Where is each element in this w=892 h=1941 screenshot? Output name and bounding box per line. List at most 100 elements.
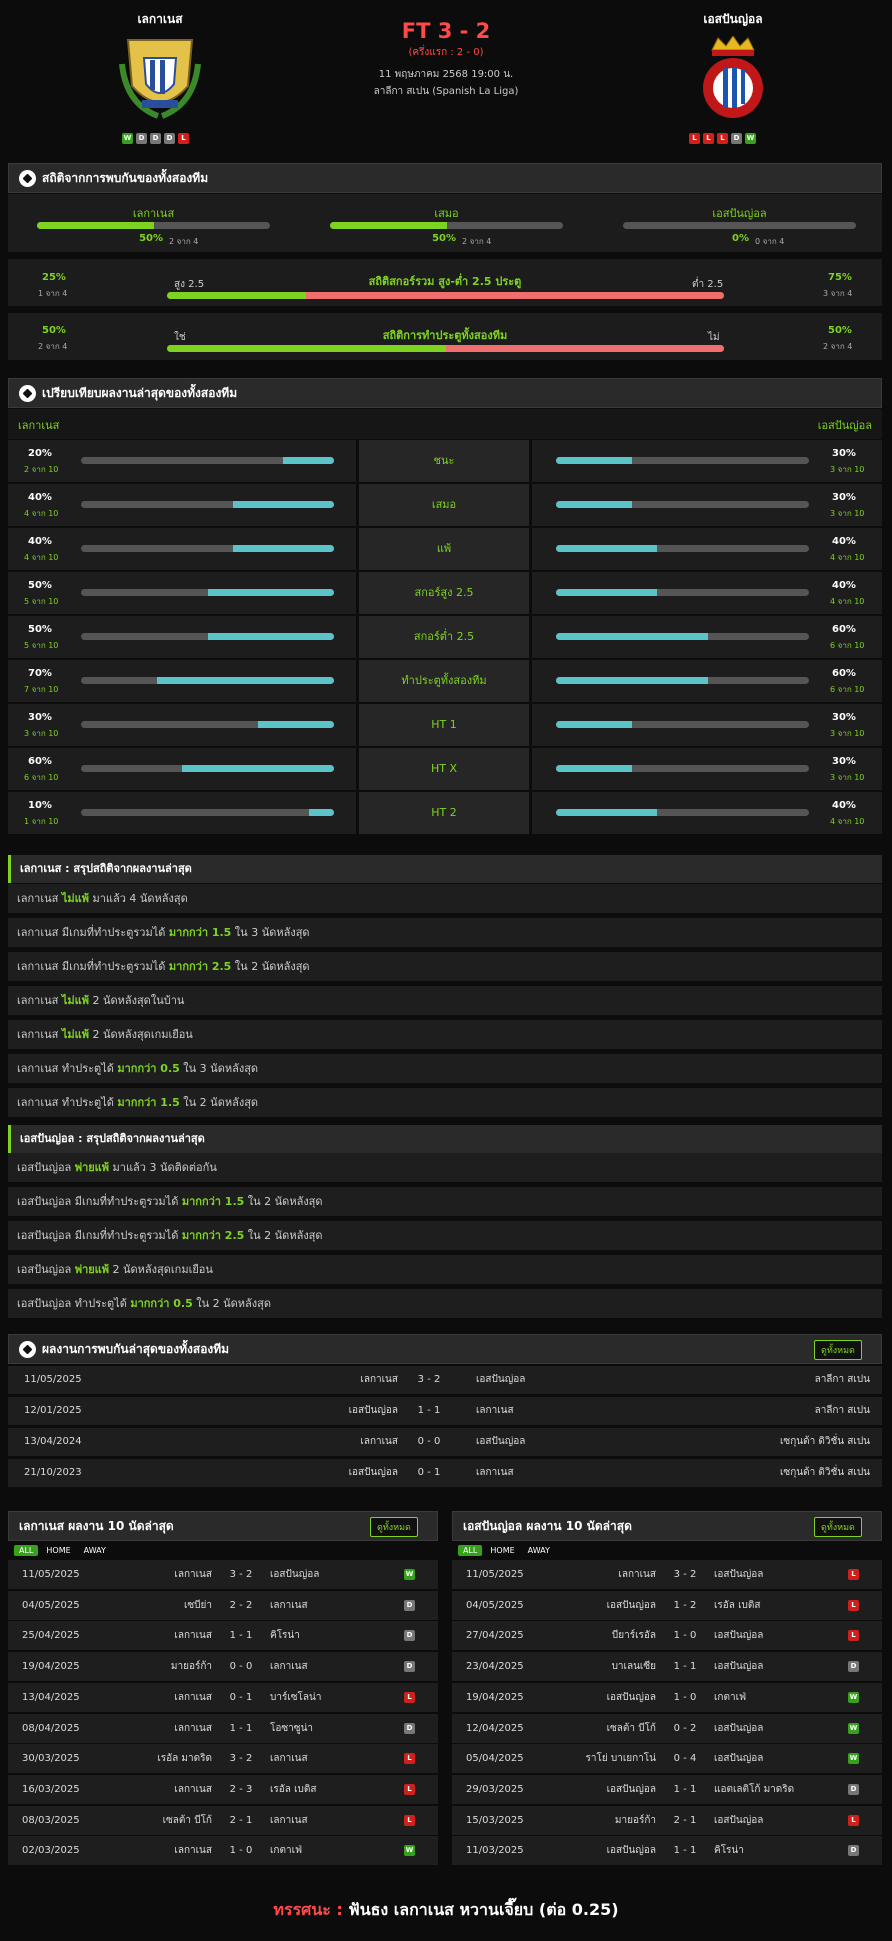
league-name: เซกุนด้า ดิวิชั่น สเปน bbox=[780, 1467, 870, 1478]
summary-text: 2 นัดหลังสุดเกมเยือน bbox=[109, 1263, 213, 1276]
match-date: 25/04/2025 bbox=[22, 1630, 80, 1642]
summary-row: เอสปันญ่อล ทำประตูได้ มากกว่า 0.5 ใน 2 น… bbox=[8, 1289, 882, 1319]
recent-match-row[interactable]: 30/03/2025 เรอัล มาดริด 3 - 2 เลกาเนส L bbox=[8, 1744, 438, 1774]
match-score: 0 - 1 bbox=[229, 1691, 253, 1703]
compare-home-bar bbox=[81, 721, 334, 728]
match-score: FT 3 - 2 bbox=[401, 19, 491, 43]
compare-away-bar bbox=[556, 633, 809, 640]
result-badge: W bbox=[404, 1845, 415, 1857]
compare-home-cell: 70% 7 จาก 10 bbox=[8, 660, 356, 702]
away-team-logo[interactable] bbox=[694, 35, 772, 120]
h2h-view-all-button[interactable]: ดูทั้งหมด bbox=[814, 1340, 862, 1360]
football-icon bbox=[19, 384, 36, 402]
recent-match-row[interactable]: 13/04/2025 เลกาเนส 0 - 1 บาร์เซโลน่า L bbox=[8, 1682, 438, 1712]
compare-away-pct: 40% bbox=[832, 536, 856, 547]
ou-right-label: ต่ำ 2.5 bbox=[692, 279, 724, 290]
recent-match-row[interactable]: 05/04/2025 ราโย่ บาเยกาโน่ 0 - 4 เอสปันญ่อล… bbox=[452, 1744, 882, 1774]
summary-highlight: มากกว่า 1.5 bbox=[168, 926, 232, 939]
recent-match-row[interactable]: 23/04/2025 บาเลนเซีย 1 - 1 เอสปันญ่อล D bbox=[452, 1652, 882, 1682]
summary-row: เลกาเนส ทำประตูได้ มากกว่า 1.5 ใน 2 นัดห… bbox=[8, 1088, 882, 1118]
home-recent-view-all-button[interactable]: ดูทั้งหมด bbox=[370, 1517, 418, 1537]
compare-home-count: 2 จาก 10 bbox=[24, 465, 59, 474]
summary-text: มาแล้ว 3 นัดติดต่อกัน bbox=[109, 1161, 217, 1174]
compare-away-name[interactable]: เอสปันญ่อล bbox=[817, 419, 872, 432]
recent-match-row[interactable]: 11/03/2025 เอสปันญ่อล 1 - 1 คิโรน่า D bbox=[452, 1836, 882, 1866]
recent-match-row[interactable]: 16/03/2025 เลกาเนส 2 - 3 เรอัล เบติส L bbox=[8, 1774, 438, 1804]
compare-home-cell: 50% 5 จาก 10 bbox=[8, 616, 356, 658]
compare-home-bar bbox=[81, 589, 334, 596]
recent-match-row[interactable]: 02/03/2025 เลกาเนส 1 - 0 เกตาเฟ่ W bbox=[8, 1836, 438, 1866]
recent-match-row[interactable]: 15/03/2025 มายอร์ก้า 2 - 1 เอสปันญ่อล L bbox=[452, 1805, 882, 1835]
away-team: เอสปันญ่อล bbox=[714, 1630, 764, 1642]
away-recent-view-all-button[interactable]: ดูทั้งหมด bbox=[814, 1517, 862, 1537]
recent-match-row[interactable]: 04/05/2025 เอสปันญ่อล 1 - 2 เรอัล เบติส L bbox=[452, 1590, 882, 1620]
match-score: 3 - 2 bbox=[229, 1753, 253, 1765]
summary-text: เอสปันญ่อล มีเกมที่ทำประตูรวมได้ bbox=[17, 1195, 182, 1208]
compare-label: HT 2 bbox=[359, 792, 529, 834]
recent-match-row[interactable]: 27/04/2025 บียาร์เรอัล 1 - 0 เอสปันญ่อล L bbox=[452, 1621, 882, 1651]
home-team-logo[interactable] bbox=[118, 34, 202, 120]
h2h-result-row[interactable]: 12/01/2025 เอสปันญ่อล 1 - 1 เลกาเนส ลาลีกา ส… bbox=[8, 1397, 882, 1425]
match-date: 15/03/2025 bbox=[466, 1814, 524, 1826]
recent-match-row[interactable]: 11/05/2025 เลกาเนส 3 - 2 เอสปันญ่อล W bbox=[8, 1560, 438, 1589]
recent-match-row[interactable]: 11/05/2025 เลกาเนส 3 - 2 เอสปันญ่อล L bbox=[452, 1560, 882, 1589]
match-score: 0 - 0 bbox=[229, 1661, 253, 1673]
ou-bar bbox=[167, 292, 724, 299]
away-team: เลกาเนส bbox=[476, 1467, 514, 1478]
compare-team-bar bbox=[8, 409, 882, 439]
h2h-result-row[interactable]: 13/04/2024 เลกาเนส 0 - 0 เอสปันญ่อล เซกุนด้า… bbox=[8, 1428, 882, 1456]
away-team-name[interactable]: เอสปันญ่อล bbox=[703, 12, 763, 26]
h2h-col-bar bbox=[37, 222, 270, 229]
compare-home-pct: 60% bbox=[28, 756, 52, 767]
tab-away[interactable]: AWAY bbox=[527, 1546, 550, 1555]
tab-all[interactable]: ALL bbox=[14, 1545, 39, 1556]
home-team: บียาร์เรอัล bbox=[611, 1630, 656, 1642]
btts-right-count: 2 จาก 4 bbox=[823, 342, 853, 351]
summary-row: เอสปันญ่อล มีเกมที่ทำประตูรวมได้ มากกว่า… bbox=[8, 1187, 882, 1217]
away-team: เรอัล เบติส bbox=[270, 1783, 317, 1795]
result-badge: D bbox=[848, 1845, 859, 1857]
away-team: เกตาเฟ่ bbox=[714, 1691, 747, 1703]
compare-label: ทำประตูทั้งสองทีม bbox=[359, 660, 529, 702]
result-badge: W bbox=[404, 1569, 415, 1580]
away-team: เอสปันญ่อล bbox=[714, 1814, 764, 1826]
compare-home-cell: 10% 1 จาก 10 bbox=[8, 792, 356, 834]
recent-match-row[interactable]: 19/04/2025 มายอร์ก้า 0 - 0 เลกาเนส D bbox=[8, 1652, 438, 1682]
away-summary-header: เอสปันญ่อล : สรุปสถิติจากผลงานล่าสุด bbox=[8, 1125, 882, 1153]
recent-match-row[interactable]: 12/04/2025 เซลต้า บีโก้ 0 - 2 เอสปันญ่อล W bbox=[452, 1713, 882, 1743]
summary-highlight: มากกว่า 0.5 bbox=[117, 1062, 180, 1075]
tab-all[interactable]: ALL bbox=[458, 1545, 483, 1556]
league-name: ลาลีกา สเปน bbox=[814, 1405, 870, 1416]
btts-left-pct: 50% bbox=[42, 325, 66, 336]
recent-match-row[interactable]: 08/04/2025 เลกาเนส 1 - 1 โอซาซูน่า D bbox=[8, 1713, 438, 1743]
summary-text: เอสปันญ่อล bbox=[17, 1263, 75, 1276]
tab-away[interactable]: AWAY bbox=[83, 1546, 106, 1555]
summary-row: เลกาเนส ไม่แพ้ 2 นัดหลังสุดเกมเยือน bbox=[8, 1020, 882, 1050]
match-league[interactable]: ลาลีกา สเปน (Spanish La Liga) bbox=[373, 86, 519, 97]
h2h-col-label: เอสปันญ่อล bbox=[712, 207, 767, 220]
compare-away-cell: 30% 3 จาก 10 bbox=[532, 484, 882, 526]
recent-match-row[interactable]: 29/03/2025 เอสปันญ่อล 1 - 1 แอตเลติโก้ มาดร… bbox=[452, 1774, 882, 1804]
compare-home-name[interactable]: เลกาเนส bbox=[18, 419, 60, 432]
summary-highlight: มากกว่า 1.5 bbox=[117, 1096, 180, 1109]
recent-match-row[interactable]: 04/05/2025 เซบีย่า 2 - 2 เลกาเนส D bbox=[8, 1590, 438, 1620]
recent-match-row[interactable]: 25/04/2025 เลกาเนส 1 - 1 คิโรน่า D bbox=[8, 1621, 438, 1651]
match-score: 0 - 1 bbox=[417, 1467, 441, 1478]
ou-right-pct: 75% bbox=[828, 272, 852, 283]
home-team-name[interactable]: เลกาเนส bbox=[137, 12, 183, 26]
summary-text: เอสปันญ่อล bbox=[17, 1161, 75, 1174]
away-team: เอสปันญ่อล bbox=[476, 1374, 526, 1385]
home-recent-header: เลกาเนส ผลงาน 10 นัดล่าสุด bbox=[8, 1511, 438, 1541]
summary-text: ใน 3 นัดหลังสุด bbox=[179, 1062, 259, 1075]
recent-match-row[interactable]: 08/03/2025 เซลต้า บีโก้ 2 - 1 เลกาเนส L bbox=[8, 1805, 438, 1835]
tab-home[interactable]: HOME bbox=[46, 1546, 71, 1555]
h2h-result-row[interactable]: 21/10/2023 เอสปันญ่อล 0 - 1 เลกาเนส เซกุนด้า… bbox=[8, 1459, 882, 1487]
match-score: 1 - 0 bbox=[673, 1691, 697, 1703]
tab-home[interactable]: HOME bbox=[490, 1546, 515, 1555]
h2h-col-pct: 50% bbox=[432, 233, 456, 244]
compare-home-bar bbox=[81, 809, 334, 816]
compare-home-pct: 70% bbox=[28, 668, 52, 679]
recent-match-row[interactable]: 19/04/2025 เอสปันญ่อล 1 - 0 เกตาเฟ่ W bbox=[452, 1682, 882, 1712]
h2h-result-row[interactable]: 11/05/2025 เลกาเนส 3 - 2 เอสปันญ่อล ลาลีกา ส… bbox=[8, 1366, 882, 1394]
